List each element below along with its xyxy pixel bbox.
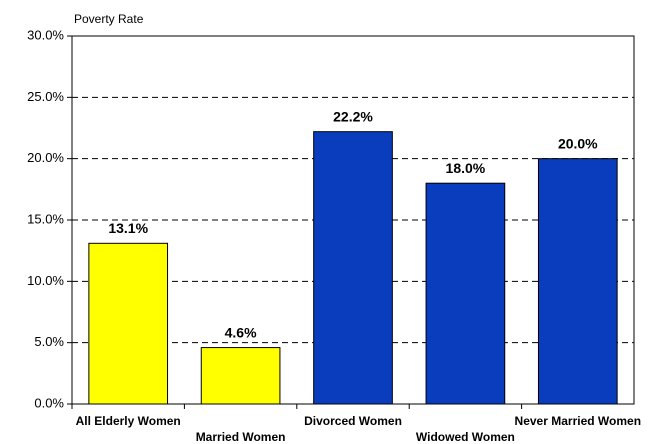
bar <box>88 242 169 405</box>
x-tick-label: Married Women <box>196 430 286 444</box>
data-label: 18.0% <box>446 160 486 176</box>
y-tick-label: 25.0% <box>27 89 64 104</box>
y-axis-label: Poverty Rate <box>74 12 144 26</box>
data-label: 4.6% <box>225 324 257 340</box>
data-label: 13.1% <box>108 220 148 236</box>
data-label: 20.0% <box>558 135 598 151</box>
bar <box>537 158 618 405</box>
y-tick-label: 0.0% <box>34 395 64 410</box>
x-tick-label: Widowed Women <box>416 430 515 444</box>
bar <box>425 182 506 405</box>
y-tick-label: 20.0% <box>27 150 64 165</box>
bar <box>313 131 393 405</box>
y-tick-label: 10.0% <box>27 273 64 288</box>
y-tick-label: 5.0% <box>34 334 64 349</box>
bar <box>200 347 281 405</box>
x-tick-label: Never Married Women <box>515 414 642 428</box>
data-label: 22.2% <box>333 108 373 124</box>
y-tick-label: 30.0% <box>27 27 64 42</box>
y-tick-label: 15.0% <box>27 211 64 226</box>
x-tick-label: Divorced Women <box>304 414 402 428</box>
x-tick-label: All Elderly Women <box>76 414 181 428</box>
